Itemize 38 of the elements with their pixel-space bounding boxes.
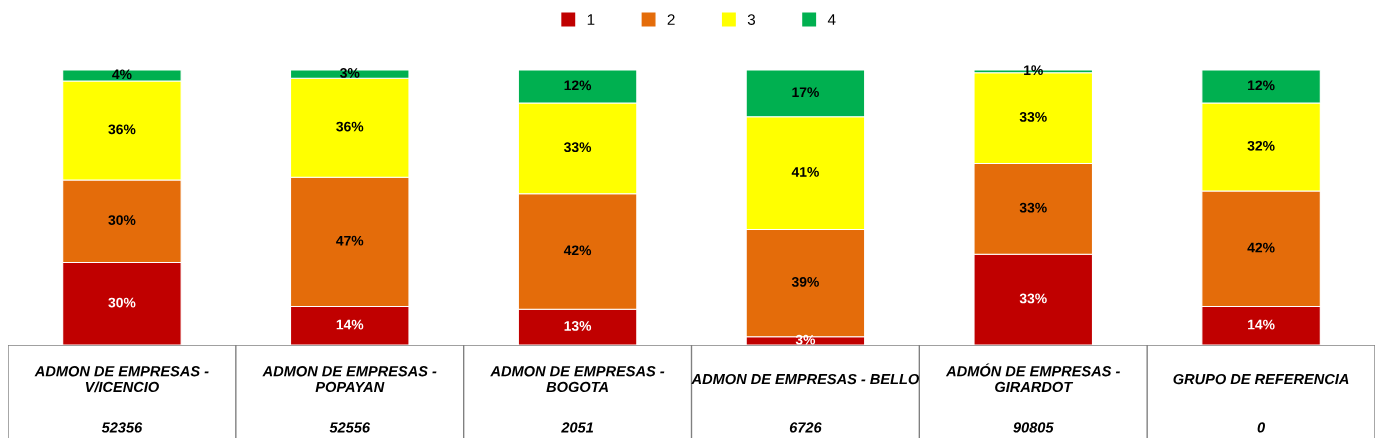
data-label: 33%: [1019, 293, 1047, 304]
x-tick-label: GRUPO DE REFERENCIA: [1173, 373, 1349, 385]
data-label: 30%: [108, 215, 136, 225]
x-tick-label: ADMON DE EMPRESAS - BELLO: [691, 373, 920, 385]
data-label: 47%: [336, 235, 364, 246]
data-label: 17%: [792, 87, 819, 98]
data-label: 12%: [564, 80, 592, 91]
data-label: 41%: [791, 167, 819, 177]
legend-label: 2: [667, 14, 675, 25]
data-label: 3%: [795, 334, 816, 345]
data-label: 33%: [1019, 202, 1047, 213]
legend-label: 3: [747, 14, 756, 25]
data-label: 12%: [1248, 80, 1275, 91]
data-label: 36%: [336, 121, 364, 132]
data-label: 30%: [108, 297, 136, 308]
data-label: 42%: [563, 245, 592, 256]
x-tick-label: ADMON DE EMPRESAS - BOGOTA: [490, 366, 665, 393]
text: 2051: [561, 422, 594, 433]
data-label: 36%: [108, 124, 136, 135]
data-label: 13%: [564, 321, 592, 331]
text: 52556: [329, 422, 371, 433]
legend-label: 4: [827, 14, 836, 25]
data-label: 42%: [1247, 242, 1275, 253]
data-label: 33%: [564, 142, 592, 153]
text: 0: [1257, 422, 1265, 433]
legend-label: 1: [587, 14, 595, 25]
x-tick-label: ADMON DE EMPRESAS - POPAYAN: [262, 366, 437, 393]
data-label: 14%: [1248, 319, 1275, 330]
text: 52356: [101, 422, 143, 433]
data-label: 14%: [336, 319, 364, 330]
x-tick-label: ADMON DE EMPRESAS - V/ICENCIO: [34, 366, 209, 393]
data-label: 32%: [1247, 140, 1275, 151]
data-label: 4%: [112, 69, 132, 80]
text: 6726: [789, 422, 822, 433]
data-label: 33%: [1019, 112, 1047, 122]
data-label: 39%: [791, 277, 819, 287]
x-tick-label: ADMÓN DE EMPRESAS - GIRARDOT: [945, 363, 1120, 393]
text: 90805: [1013, 422, 1054, 433]
